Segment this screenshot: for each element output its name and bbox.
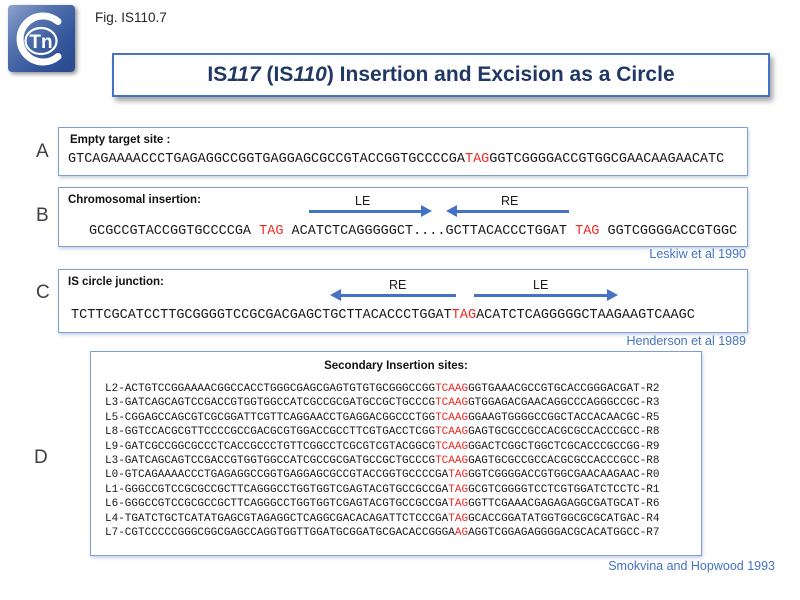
panel-d-box: Secondary Insertion sites: L2-ACTGTCCGGA… — [90, 351, 702, 556]
panel-a-box: Empty target site : GTCAGAAAACCCTGAGAGGC… — [58, 127, 748, 176]
target-site-highlight: TAG — [448, 498, 469, 511]
target-site-highlight: TAG — [575, 224, 600, 239]
target-site-highlight: TCAAG — [435, 397, 469, 410]
insertion-site-row: L3-GATCAGCAGTCCGACCGTGGTGGCCATCGCCGCGATG… — [105, 396, 660, 410]
target-site-highlight: TCAAG — [435, 426, 469, 439]
le-arrow-icon — [309, 205, 432, 217]
insertion-site-row: L8-GGTCCACGCGTTCCCCGCCGACGCGTGGACCGCCTTC… — [105, 425, 660, 439]
sequence-segment: L1-GGGCCGTCCGCGCCGCTTCAGGGCCTGGTGGTCGAGT… — [105, 483, 449, 496]
sequence-segment: GTGGAGACGAACAGGCCCAGGGCCGC-R3 — [468, 397, 660, 410]
tn-circle-icon: Tn — [16, 12, 62, 66]
title-text-italic: 117 — [227, 63, 261, 86]
target-site-highlight: TAG — [464, 152, 490, 167]
re-arrow-label: RE — [389, 278, 407, 292]
sequence-segment: GAGTGCGCCGCCACGCGCCACCCGCC-R8 — [468, 426, 660, 439]
sequence-segment: L8-GGTCCACGCGTTCCCCGCCGACGCGTGGACCGCCTTC… — [105, 426, 436, 439]
sequence-segment: AGGTCGGAGAGGGGACGCACATGGCC-R7 — [468, 527, 660, 540]
sequence-segment: ACATCTCAGGGGGCT....GCTTACACCCTGGAT — [283, 224, 576, 239]
slide-title: IS 117 (IS 110) Insertion and Excision as … — [112, 53, 770, 97]
le-arrow-label: LE — [533, 278, 549, 292]
insertion-site-row: L4-TGATCTGCTCATATGAGCGTAGAGGCTCAGGCGACAC… — [105, 512, 660, 526]
title-text: (IS — [260, 63, 294, 86]
insertion-site-row: L7-CGTCCCCCGGGCGGCGAGCCAGGTGGTTGGATGCGGA… — [105, 526, 660, 540]
title-text: IS — [207, 63, 228, 86]
panel-b-heading: Chromosomal insertion: — [68, 194, 201, 206]
sequence-segment: L6-GGGCCGTCCGCGCCGCTTCAGGGCCTGGTGGTCGAGT… — [105, 498, 449, 511]
panel-a-heading: Empty target site : — [70, 134, 171, 146]
panel-d-heading: Secondary Insertion sites: — [324, 360, 468, 372]
sequence-segment: GGTGAAACGCCGTGCACCGGGACGAT-R2 — [468, 383, 660, 395]
sequence-segment: GCGTCGGGGTCCTCGTGGATCTCCTC-R1 — [468, 483, 660, 496]
insertion-site-row: L5-CGGAGCCAGCGTCGCGGATTCGTTCAGGAACCTGAGG… — [105, 411, 660, 425]
sequence-segment: GAGTGCGCCGCCACGCGCCACCCGCC-R8 — [468, 455, 660, 468]
is-circle-junction-sequence: TCTTCGCATCCTTGCGGGGTCCGCGACGAGCTGCTTACAC… — [71, 308, 695, 323]
panel-d-label: D — [34, 447, 48, 468]
target-site-highlight: TAG — [448, 469, 469, 482]
le-arrow-label: LE — [355, 194, 371, 208]
sequence-segment: L7-CGTCCCCCGGGCGGCGAGCCAGGTGGTTGGATGCGGA… — [105, 527, 455, 540]
re-arrow-label: RE — [501, 194, 519, 208]
sequence-segment: L2-ACTGTCCGGAAAACGGCCACCTGGGCGAGCGAGTGTG… — [105, 383, 436, 395]
sequence-segment: L0-GTCAGAAAACCCTGAGAGGCCGGTGAGGAGCGCCGTA… — [105, 469, 449, 482]
sequence-segment: L4-TGATCTGCTCATATGAGCGTAGAGGCTCAGGCGACAC… — [105, 512, 449, 525]
sequence-segment: GCGCCGTACCGGTGCCCCGA — [89, 224, 260, 239]
sequence-segment: L5-CGGAGCCAGCGTCGCGGATTCGTTCAGGAACCTGAGG… — [105, 411, 436, 424]
target-site-highlight: TAG — [448, 483, 469, 496]
chromosomal-insertion-sequence: GCGCCGTACCGGTGCCCCGA TAG ACATCTCAGGGGGCT… — [89, 224, 737, 239]
target-site-highlight: TAG — [259, 224, 284, 239]
panel-b-box: Chromosomal insertion: LE RE GCGCCGTACCG… — [58, 187, 748, 247]
target-site-highlight: TCAAG — [435, 440, 469, 453]
target-site-highlight: TAG — [451, 308, 477, 323]
sequence-segment: L9-GATCGCCGGCGCCCTCACCGCCCTGTTCGGCCTCGCG… — [105, 440, 436, 453]
sequence-segment: GGAAGTGGGGCCGGCTACCACAACGC-R5 — [468, 411, 660, 424]
sequence-segment: ACATCTCAGGGGGCTAAGAAGTCAAGC — [476, 308, 695, 323]
title-text: ) Insertion and Excision as a Circle — [326, 63, 675, 86]
insertion-site-row: L0-GTCAGAAAACCCTGAGAGGCCGGTGAGGAGCGCCGTA… — [105, 468, 660, 482]
sequence-segment: TCTTCGCATCCTTGCGGGGTCCGCGACGAGCTGCTTACAC… — [71, 308, 452, 323]
sequence-segment: GTCAGAAAACCCTGAGAGGCCGGTGAGGAGCGCCGTACCG… — [68, 152, 465, 167]
insertion-site-row: L6-GGGCCGTCCGCGCCGCTTCAGGGCCTGGTGGTCGAGT… — [105, 497, 660, 511]
panel-b-label: B — [36, 205, 49, 226]
empty-target-site-sequence: GTCAGAAAACCCTGAGAGGCCGGTGAGGAGCGCCGTACCG… — [68, 152, 724, 167]
citation-leskiw: Leskiw et al 1990 — [649, 247, 746, 261]
insertion-site-row: L2-ACTGTCCGGAAAACGGCCACCTGGGCGAGCGAGTGTG… — [105, 382, 660, 396]
secondary-insertion-rows: L2-ACTGTCCGGAAAACGGCCACCTGGGCGAGCGAGTGTG… — [105, 382, 660, 540]
citation-henderson: Henderson et al 1989 — [626, 334, 746, 348]
panel-a-label: A — [36, 141, 49, 162]
svg-text:Tn: Tn — [29, 32, 52, 53]
title-text-italic: 110 — [293, 63, 327, 86]
insertion-site-row: L9-GATCGCCGGCGCCCTCACCGCCCTGTTCGGCCTCGCG… — [105, 440, 660, 454]
sequence-segment: L3-GATCAGCAGTCCGACCGTGGTGGCCATCGCCGCGATG… — [105, 397, 436, 410]
sequence-segment: GGACTCGGCTGGCTCGCACCCGCCGG-R9 — [468, 440, 660, 453]
target-site-highlight: AG — [454, 527, 469, 540]
panel-c-heading: IS circle junction: — [68, 276, 164, 288]
sequence-segment: L3-GATCAGCAGTCCGACCGTGGTGGCCATCGCCGCGATG… — [105, 455, 436, 468]
panel-c-box: IS circle junction: RE LE TCTTCGCATCCTTG… — [58, 269, 748, 333]
insertion-site-row: L1-GGGCCGTCCGCGCCGCTTCAGGGCCTGGTGGTCGAGT… — [105, 483, 660, 497]
target-site-highlight: TAG — [448, 512, 469, 525]
figure-number: Fig. IS110.7 — [95, 10, 167, 25]
re-arrow-icon — [446, 205, 569, 217]
sequence-segment: GCACCGGATATGGTGGCGCGCATGAC-R4 — [468, 512, 660, 525]
sequence-segment: GGTTCGAAACGAGAGAGGCGATGCAT-R6 — [468, 498, 660, 511]
re-arrow-icon — [330, 289, 456, 301]
target-site-highlight: TCAAG — [435, 383, 469, 395]
insertion-site-row: L3-GATCAGCAGTCCGACCGTGGTGGCCATCGCCGCGATG… — [105, 454, 660, 468]
sequence-segment: GGTCGGGGACCGTGGC — [599, 224, 738, 239]
panel-c-label: C — [36, 282, 50, 303]
citation-smokvina: Smokvina and Hopwood 1993 — [608, 559, 775, 573]
le-arrow-icon — [474, 289, 618, 301]
sequence-segment: GGTCGGGGACCGTGGCGAACAAGAACATC — [489, 152, 725, 167]
sequence-segment: GGTCGGGGACCGTGGCGAACAAGAAC-R0 — [468, 469, 660, 482]
tn-registry-logo: Tn — [8, 5, 75, 72]
target-site-highlight: TCAAG — [435, 455, 469, 468]
target-site-highlight: TCAAG — [435, 411, 469, 424]
